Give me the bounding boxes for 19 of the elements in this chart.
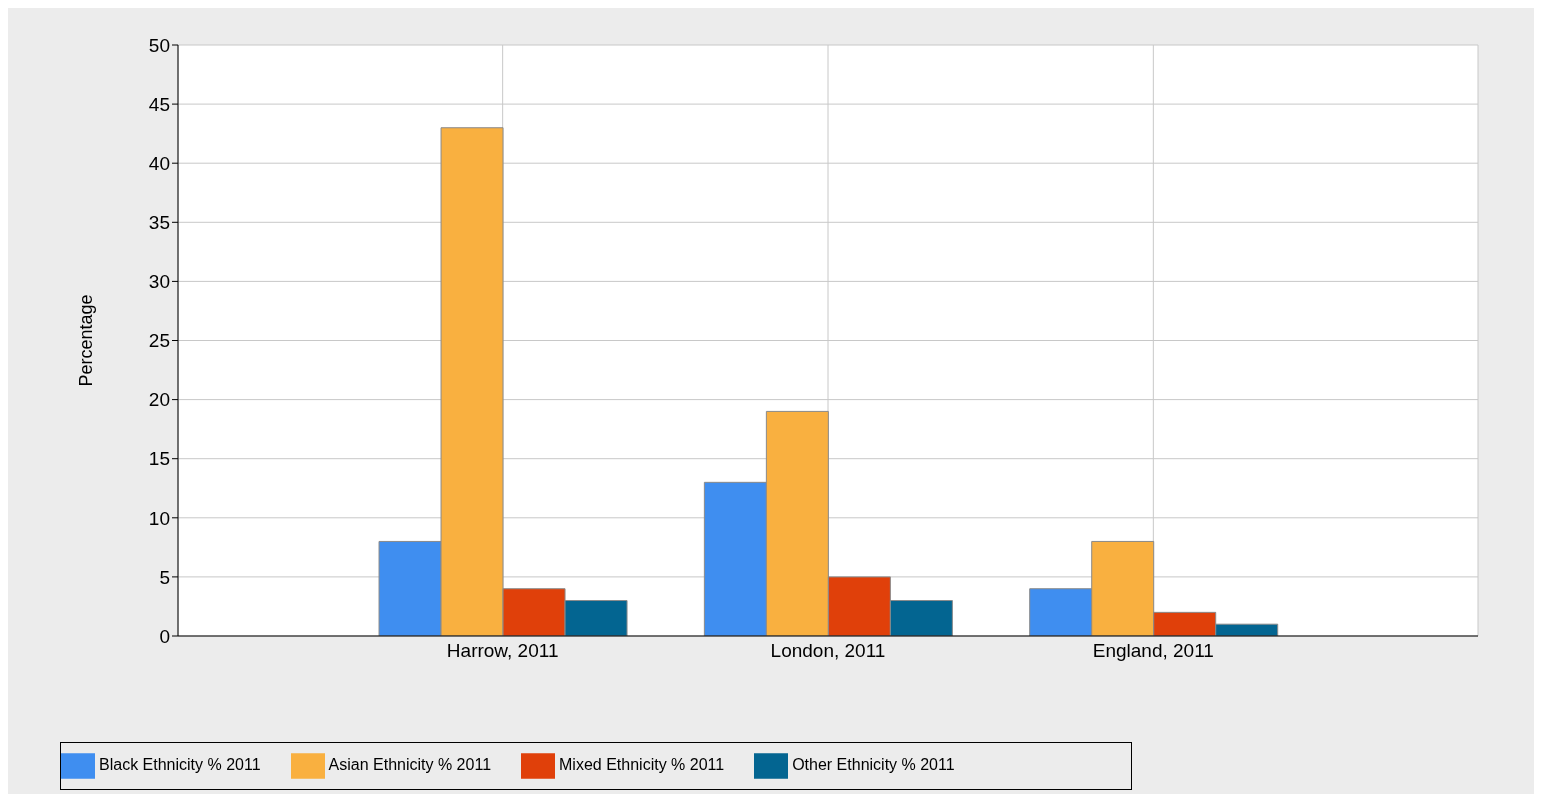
y-tick-label: 45 [148, 93, 170, 115]
y-tick-label: 10 [148, 507, 170, 529]
y-tick-label: 40 [148, 152, 170, 174]
y-tick-label: 20 [148, 389, 170, 411]
y-tick-label: 30 [148, 271, 170, 293]
x-tick-label: Harrow, 2011 [446, 640, 559, 662]
y-tick-label: 15 [148, 448, 170, 470]
y-axis-title: Percentage [76, 294, 97, 387]
y-tick-label: 25 [148, 330, 170, 352]
y-tick-label: 0 [159, 625, 170, 647]
legend-label: Other Ethnicity % 2011 [792, 756, 955, 774]
x-tick-label: England, 2011 [1092, 640, 1214, 662]
legend-label: Mixed Ethnicity % 2011 [559, 756, 725, 774]
legend-label: Asian Ethnicity % 2011 [328, 756, 492, 774]
x-tick-label: London, 2011 [770, 640, 886, 662]
y-tick-label: 35 [148, 212, 170, 234]
y-tick-label: 5 [159, 566, 170, 588]
y-tick-label: 50 [148, 34, 170, 56]
legend-label: Black Ethnicity % 2011 [99, 756, 261, 774]
